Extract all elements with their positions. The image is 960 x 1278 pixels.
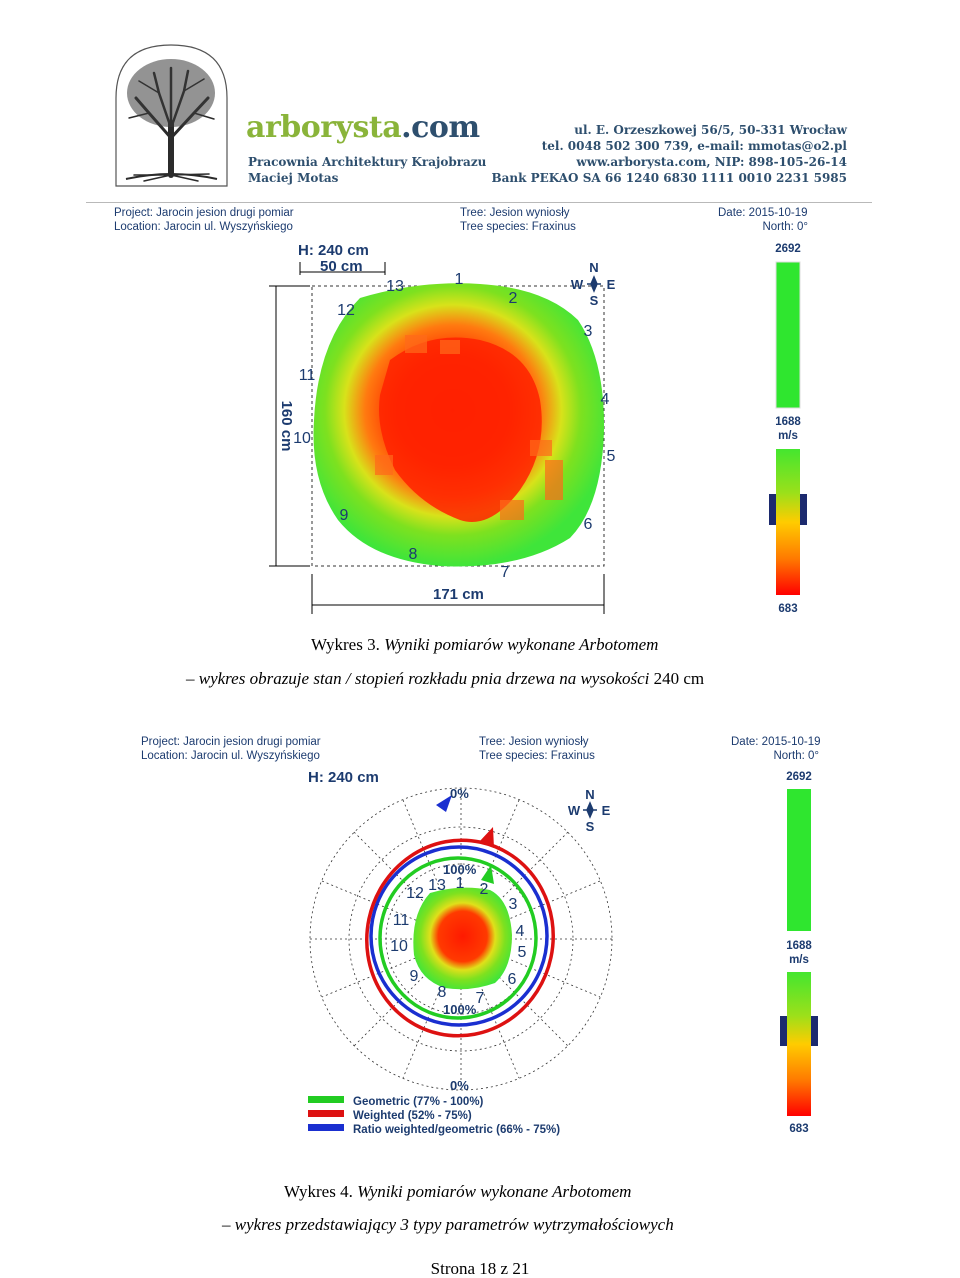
sensor-label: 1	[455, 271, 464, 288]
colorbar-max: 2692	[786, 771, 812, 783]
legend-ratio: Ratio weighted/geometric (66% - 75%)	[353, 1124, 560, 1136]
contact-info: tel. 0048 502 300 739, e-mail: mmotas@o2…	[541, 139, 847, 153]
fig1-location: Location: Jarocin ul. Wyszyńskiego	[114, 221, 293, 233]
compass-n: N	[589, 260, 598, 275]
compass-w: W	[568, 803, 581, 818]
fig2-location: Location: Jarocin ul. Wyszyńskiego	[141, 750, 320, 762]
pct-100-bottom: 100%	[443, 1002, 477, 1017]
fig1-project: Project: Jarocin jesion drugi pomiar	[114, 207, 294, 219]
legend-weighted: Weighted (52% - 75%)	[353, 1110, 472, 1122]
colorbar-mid: 1688	[775, 416, 801, 428]
fig1-north: North: 0°	[762, 221, 808, 233]
brand-subtitle: Pracownia Architektury Krajobrazu	[248, 155, 487, 169]
dim-horizontal: 171 cm	[433, 586, 484, 603]
sensor-label: 11	[393, 912, 410, 929]
fig2-north: North: 0°	[773, 750, 819, 762]
address: ul. E. Orzeszkowej 56/5, 50-331 Wrocław	[574, 123, 847, 137]
pct-top: 0%	[450, 786, 469, 801]
compass-e: E	[607, 277, 616, 292]
sensor-label: 5	[607, 448, 616, 465]
colorbar-min: 683	[778, 603, 797, 615]
sensor-label: 8	[409, 546, 418, 563]
pct-100-top: 100%	[443, 862, 477, 877]
colorbar-max: 2692	[775, 243, 801, 255]
fig2-species: Tree species: Fraxinus	[479, 750, 595, 762]
brand-name: arborysta.com	[246, 110, 480, 145]
sensor-label: 13	[386, 278, 404, 295]
colorbar-1	[769, 261, 807, 595]
figure2-caption-line2: – wykres przedstawiający 3 typy parametr…	[222, 1215, 674, 1234]
sensor-label: 4	[516, 923, 525, 940]
colorbar-mid: 1688	[786, 940, 812, 952]
compass-e: E	[602, 803, 611, 818]
colorbar-unit: m/s	[789, 954, 809, 966]
sensor-label: 4	[601, 391, 610, 408]
compass-s: S	[590, 293, 599, 308]
sensor-label: 1	[456, 875, 465, 892]
web-info: www.arborysta.com, NIP: 898-105-26-14	[576, 155, 847, 169]
page-number: Strona 18 z 21	[430, 1259, 530, 1278]
sensor-label: 6	[584, 516, 593, 533]
compass-1: N W E S	[571, 260, 616, 308]
sensor-label: 8	[438, 984, 447, 1001]
height-label: H: 240 cm	[298, 242, 369, 259]
figure2-caption: Wykres 4. Wyniki pomiarów wykonane Arbot…	[284, 1182, 632, 1201]
colorbar-unit: m/s	[778, 430, 798, 442]
sensor-label: 10	[293, 430, 311, 447]
sensor-label: 6	[508, 971, 517, 988]
fig2-date: Date: 2015-10-19	[731, 736, 821, 748]
legend-geometric: Geometric (77% - 100%)	[353, 1096, 484, 1108]
sensor-label: 7	[501, 564, 510, 581]
sensor-label: 3	[584, 323, 593, 340]
sensor-label: 5	[518, 944, 527, 961]
fig1-date: Date: 2015-10-19	[718, 207, 808, 219]
header-divider	[86, 202, 872, 203]
sensor-label: 2	[509, 290, 518, 307]
tomogram-1: N W E S H: 240 cm 50 cm 171 cm 160 cm 1 …	[269, 242, 807, 615]
colorbar-min: 683	[789, 1123, 808, 1135]
sensor-label: 9	[410, 968, 419, 985]
legend	[308, 1096, 344, 1131]
compass-w: W	[571, 277, 584, 292]
sensor-label: 3	[509, 896, 518, 913]
height-label: H: 240 cm	[308, 769, 379, 786]
sensor-label: 12	[406, 885, 424, 902]
figure1-caption-line2: – wykres obrazuje stan / stopień rozkład…	[186, 669, 705, 688]
sensor-label: 7	[476, 990, 485, 1007]
colorbar-2	[780, 789, 818, 1116]
pct-bottom: 0%	[450, 1078, 469, 1093]
sensor-label: 2	[480, 881, 489, 898]
sensor-label: 11	[299, 367, 316, 384]
brand-owner: Maciej Motas	[248, 171, 339, 185]
fig2-project: Project: Jarocin jesion drugi pomiar	[141, 736, 321, 748]
fig1-species: Tree species: Fraxinus	[460, 221, 576, 233]
bank-info: Bank PEKAO SA 66 1240 6830 1111 0010 223…	[491, 171, 848, 185]
sensor-label: 10	[390, 938, 408, 955]
polar-chart: N W E S H: 240 cm 0% 0% 100% 100% 1 2 3 …	[308, 769, 818, 1136]
figure1-caption: Wykres 3. Wyniki pomiarów wykonane Arbot…	[311, 635, 659, 654]
sensor-label: 13	[428, 877, 446, 894]
dim-vertical: 160 cm	[278, 401, 295, 452]
compass-n: N	[585, 787, 594, 802]
scale-label: 50 cm	[320, 258, 363, 275]
sensor-label: 9	[340, 507, 349, 524]
fig1-tree: Tree: Jesion wyniosły	[460, 207, 570, 219]
sensor-label: 12	[337, 302, 355, 319]
fig2-tree: Tree: Jesion wyniosły	[479, 736, 589, 748]
compass-s: S	[586, 819, 595, 834]
arborysta-logo	[115, 44, 228, 187]
